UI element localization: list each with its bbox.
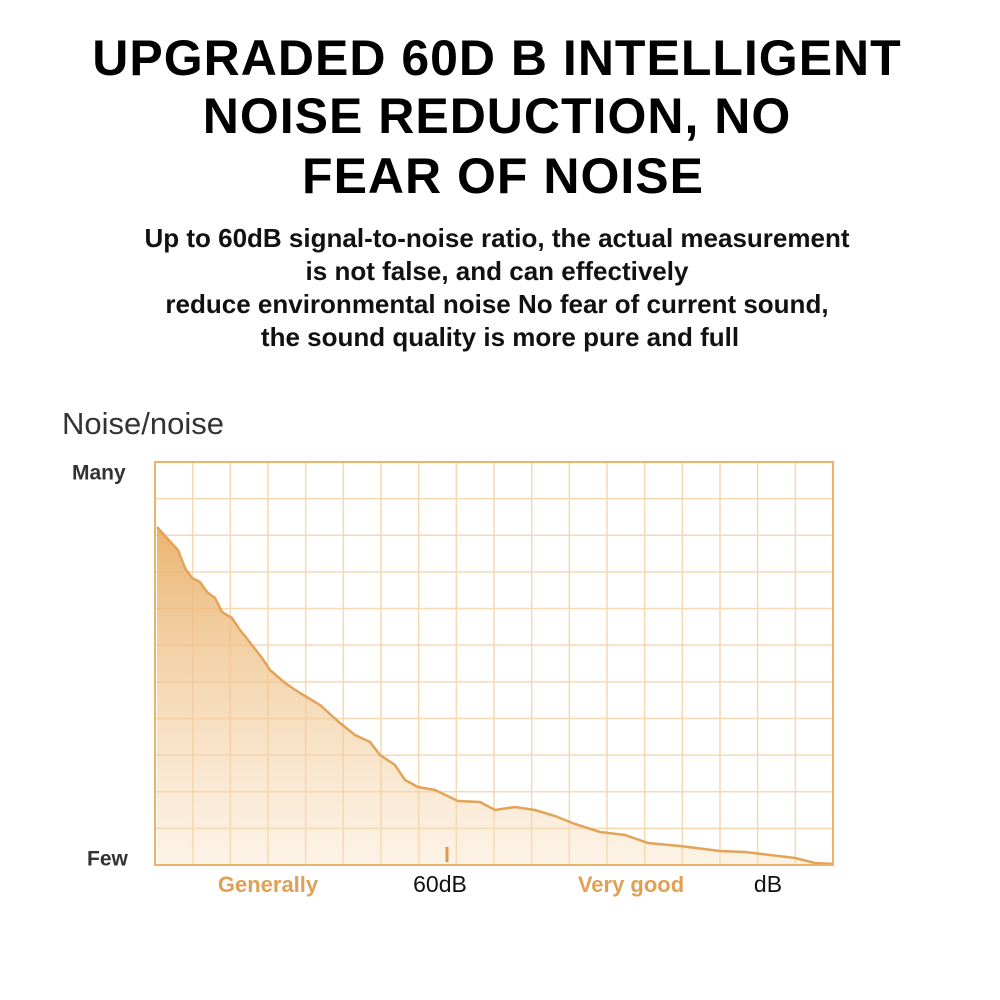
y-bottom-label: Few <box>87 848 129 871</box>
title-line: UPGRADED 60D B INTELLIGENT <box>92 30 901 86</box>
subtitle-line: the sound quality is more pure and full <box>261 322 739 352</box>
subtitle-line: reduce environmental noise No fear of cu… <box>165 289 828 319</box>
noise-curve <box>156 526 834 866</box>
x-label: dB <box>754 871 782 897</box>
x-label: 60dB <box>413 871 467 897</box>
subtitle-line: Up to 60dB signal-to-noise ratio, the ac… <box>144 223 849 253</box>
x-label: Very good <box>578 872 684 897</box>
subtitle-line: is not false, and can effectively <box>306 256 689 286</box>
y-top-label: Many <box>72 462 126 485</box>
chart-frame <box>154 461 834 866</box>
noise-area <box>157 527 833 865</box>
x-label: Generally <box>218 872 319 897</box>
grid <box>155 462 833 865</box>
title-line: NOISE REDUCTION, NO <box>203 88 791 144</box>
title-line: FEAR OF NOISE <box>302 148 704 204</box>
chart-title: Noise/noise <box>62 406 224 441</box>
